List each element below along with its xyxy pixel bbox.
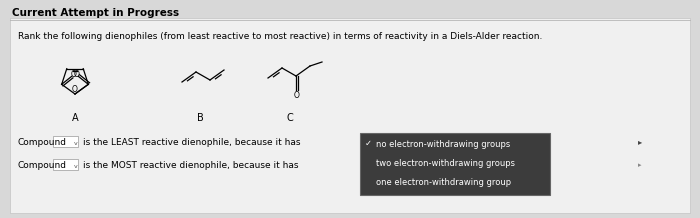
FancyBboxPatch shape (53, 136, 78, 147)
Text: O: O (72, 85, 78, 94)
FancyBboxPatch shape (360, 133, 550, 195)
FancyBboxPatch shape (53, 159, 78, 170)
Text: O: O (74, 70, 80, 79)
Text: O: O (71, 70, 76, 79)
Text: Compound: Compound (18, 160, 67, 170)
Text: Current Attempt in Progress: Current Attempt in Progress (12, 8, 179, 18)
Text: is the MOST reactive dienophile, because it has: is the MOST reactive dienophile, because… (83, 160, 298, 170)
Text: Compound: Compound (18, 138, 67, 146)
Text: C: C (286, 113, 293, 123)
Text: two electron-withdrawing groups: two electron-withdrawing groups (376, 158, 515, 167)
Text: O: O (294, 90, 300, 99)
Text: ✓: ✓ (365, 138, 372, 148)
Text: one electron-withdrawing group: one electron-withdrawing group (376, 177, 511, 187)
Text: is the LEAST reactive dienophile, because it has: is the LEAST reactive dienophile, becaus… (83, 138, 300, 146)
Text: Rank the following dienophiles (from least reactive to most reactive) in terms o: Rank the following dienophiles (from lea… (18, 32, 542, 41)
Text: v: v (74, 140, 78, 145)
Text: ▸: ▸ (638, 162, 642, 168)
Text: v: v (74, 164, 78, 169)
Text: no electron-withdrawing groups: no electron-withdrawing groups (376, 140, 510, 148)
FancyBboxPatch shape (10, 18, 690, 213)
Text: B: B (197, 113, 204, 123)
Text: ▸: ▸ (638, 138, 642, 146)
Text: A: A (71, 113, 78, 123)
